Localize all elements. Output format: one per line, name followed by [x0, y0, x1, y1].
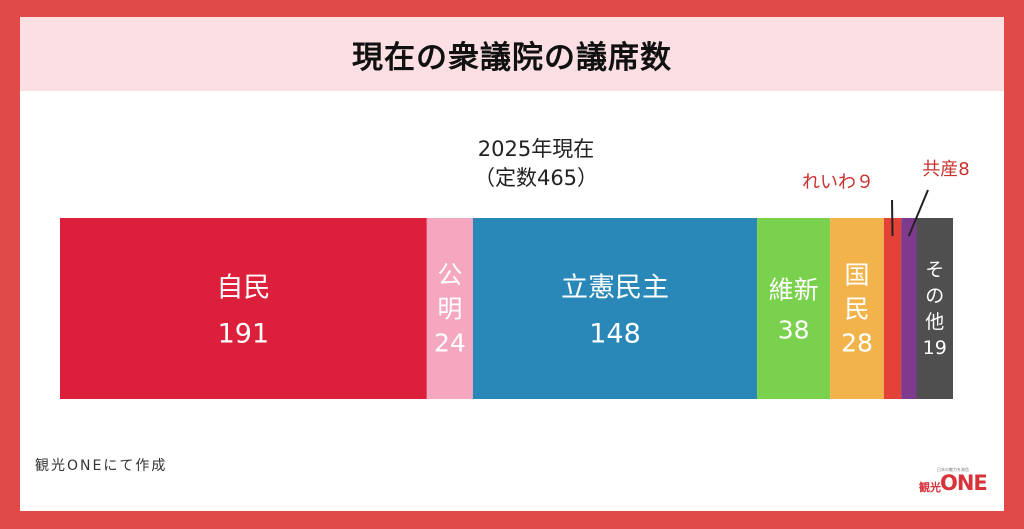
segment-label-5-char-2: 民 [844, 294, 869, 323]
bar-segment-8 [916, 218, 953, 399]
logo-kanji: 観光 [919, 481, 941, 494]
segment-value-5: 28 [841, 328, 873, 357]
segment-label-1: 自民 [216, 273, 270, 304]
chart-card: 現在の衆議院の議席数 2025年現在 （定数465） 自民 191 公明 24 立憲民主… [20, 17, 1004, 511]
segment-value-8: 19 [923, 337, 947, 359]
annotation-label-1: れいわ９ [802, 172, 874, 193]
bar-segment-4 [757, 218, 831, 399]
annotation-line-1 [891, 199, 894, 237]
segment-value-1: 191 [218, 319, 270, 350]
bar-segment-1 [60, 218, 427, 399]
segment-label-3: 立憲民主 [561, 273, 669, 304]
annotation-line-2 [907, 189, 929, 237]
bar-segment-2 [426, 218, 473, 399]
segment-label-2-char-1: 公 [437, 260, 462, 289]
seat-bar-chart: 自民 191 公明 24 立憲民主 148 維新 38 国民 28 その他 19 れいわ９ 共産8 [60, 159, 970, 399]
bar-segment-3 [472, 218, 758, 399]
segment-value-3: 148 [589, 319, 641, 350]
segment-label-4: 維新 [769, 276, 819, 305]
chart-title: 2025年現在 [477, 137, 595, 161]
bar-segment-5 [830, 218, 884, 399]
segment-value-2: 24 [434, 328, 466, 357]
brand-logo: 日本の魅力を発信 観光 ONE [919, 467, 988, 501]
segment-label-8-char-2: の [925, 285, 944, 307]
segment-label-5-char-1: 国 [844, 260, 869, 289]
chart-subtitle: 2025年現在 （定数465） [406, 135, 666, 193]
chart-note: （定数465） [473, 166, 599, 190]
page-title: 現在の衆議院の議席数 [352, 39, 672, 76]
header-band: 現在の衆議院の議席数 [20, 17, 1004, 91]
bar-segment-6 [883, 218, 902, 399]
segment-label-8-char-1: そ [925, 259, 944, 281]
segment-label-2-char-2: 明 [437, 294, 462, 323]
logo-wordmark: ONE [940, 471, 988, 495]
segment-label-8-char-3: 他 [925, 311, 944, 333]
annotation-label-2: 共産8 [922, 159, 969, 180]
bar-segment-7 [901, 218, 917, 399]
segment-value-4: 38 [778, 316, 810, 345]
credit-text: 観光ONEにて作成 [35, 458, 168, 474]
logo-tagline: 日本の魅力を発信 [937, 467, 970, 473]
